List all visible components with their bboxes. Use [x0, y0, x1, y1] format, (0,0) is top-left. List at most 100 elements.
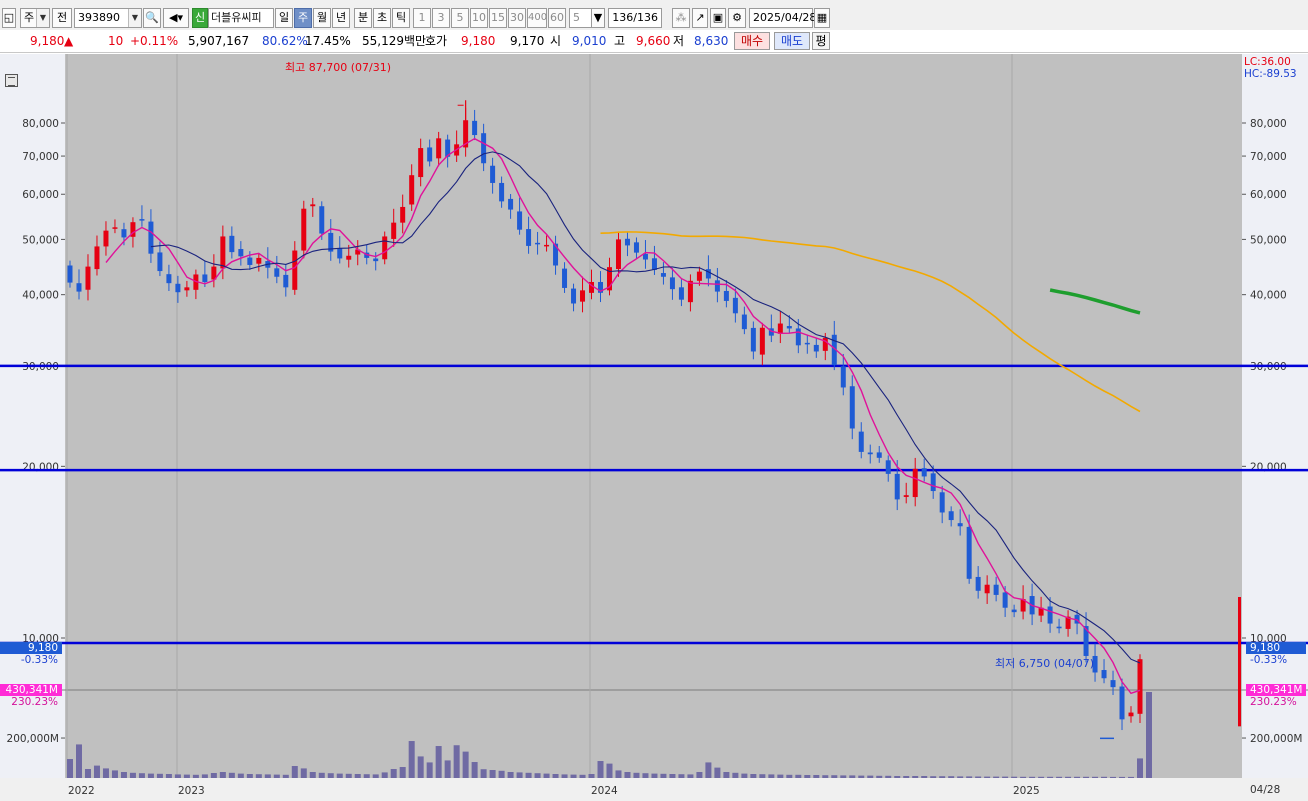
- volume-bar: [246, 774, 253, 778]
- volume-value: 5,907,167: [188, 34, 250, 48]
- candle-body: [993, 584, 999, 595]
- volume-bar: [777, 774, 784, 778]
- period-type-select[interactable]: 주 ▼: [20, 8, 50, 28]
- candle-body: [1065, 616, 1071, 629]
- y-tick-label: 80,000: [22, 118, 59, 130]
- volume-bar: [822, 775, 829, 778]
- candle-body: [418, 148, 424, 178]
- y-tick-label: 20,000: [1250, 461, 1287, 473]
- interval-400-button[interactable]: 400: [527, 8, 547, 28]
- x-axis-label: 2025: [1013, 785, 1040, 797]
- price-chart[interactable]: 2022 2023 2024 2025 10,000 10,000 20,000 20,000…: [0, 54, 1308, 801]
- gear-icon[interactable]: ⚙: [728, 8, 746, 28]
- pin-icon[interactable]: ⁂: [672, 8, 690, 28]
- volume-bar: [633, 772, 640, 778]
- high-value: 9,660: [636, 34, 671, 48]
- buy-button[interactable]: 매수: [734, 32, 770, 50]
- bar-counter-field[interactable]: 136/136: [608, 8, 662, 28]
- low-label: 저: [673, 34, 685, 48]
- period-week-button[interactable]: 주: [294, 8, 312, 28]
- volume-bar: [228, 772, 235, 778]
- volume-bar: [1083, 776, 1090, 778]
- volume-bar: [1029, 776, 1036, 778]
- volume-pane: [65, 690, 1242, 778]
- volume-bar: [543, 773, 550, 778]
- left-volume-axis: [0, 690, 65, 778]
- minute-button[interactable]: 분: [354, 8, 372, 28]
- candle-body: [885, 460, 891, 474]
- window-menu-icon[interactable]: ◱: [2, 8, 16, 28]
- volume-bar: [516, 772, 523, 778]
- volume-bar: [813, 775, 820, 778]
- chart-settings-icon[interactable]: [5, 74, 18, 87]
- volume-bar: [300, 768, 307, 778]
- candle-body: [571, 288, 577, 304]
- search-icon[interactable]: 🔍: [143, 8, 161, 28]
- interval-60-button[interactable]: 60: [548, 8, 566, 28]
- volume-bar: [354, 774, 361, 778]
- candle-body: [526, 229, 532, 246]
- volume-bar: [957, 776, 964, 778]
- candle-body: [705, 269, 711, 279]
- speaker-icon[interactable]: ◀▾: [163, 8, 189, 28]
- volume-bar: [264, 774, 271, 778]
- jeon-button[interactable]: 전: [52, 8, 72, 28]
- volume-bar: [678, 774, 685, 778]
- volume-bar: [156, 773, 163, 778]
- stock-name-field[interactable]: 더블유씨피: [208, 8, 274, 28]
- candle-body: [786, 326, 792, 329]
- ratio-2: 17.45%: [305, 34, 351, 48]
- chevron-down-icon[interactable]: ▼: [591, 8, 605, 28]
- period-year-button[interactable]: 년: [332, 8, 350, 28]
- candle-body: [750, 327, 756, 352]
- volume-bar: [408, 741, 415, 778]
- volume-bar: [831, 775, 838, 778]
- save-icon[interactable]: ▣: [710, 8, 726, 28]
- trendline-icon[interactable]: ↗: [692, 8, 708, 28]
- volume-tick-label: 200,000M: [7, 733, 59, 745]
- candle-body: [301, 208, 307, 251]
- volume-bar: [327, 773, 334, 778]
- interval-1-button[interactable]: 1: [413, 8, 431, 28]
- y-tick-label: 80,000: [1250, 118, 1287, 130]
- calendar-icon[interactable]: ▦: [814, 8, 830, 28]
- date-input[interactable]: 2025/04/28: [749, 8, 816, 28]
- volume-bar: [1110, 776, 1117, 778]
- eval-button[interactable]: 평: [812, 32, 830, 50]
- right-volume-axis: [1242, 690, 1308, 778]
- volume-bar: [480, 769, 487, 778]
- candle-body: [202, 274, 208, 282]
- volume-bar: [1145, 692, 1152, 778]
- tick-button[interactable]: 틱: [392, 8, 410, 28]
- highest-price-note: 최고 87,700 (07/31): [285, 61, 392, 74]
- volume-bar: [723, 772, 730, 778]
- hoga-sell: 9,180: [461, 34, 496, 48]
- interval-5-button[interactable]: 5: [451, 8, 469, 28]
- candle-body: [355, 249, 361, 255]
- second-button[interactable]: 초: [373, 8, 391, 28]
- stock-code-input[interactable]: 393890 ▼: [74, 8, 142, 28]
- interval-30-button[interactable]: 30: [508, 8, 526, 28]
- candle-body: [876, 452, 882, 458]
- interval-15-button[interactable]: 15: [489, 8, 507, 28]
- candle-body: [445, 139, 451, 157]
- sell-button[interactable]: 매도: [774, 32, 810, 50]
- candle-body: [930, 473, 936, 492]
- period-month-button[interactable]: 월: [313, 8, 331, 28]
- volume-bar: [120, 772, 127, 778]
- x-axis-strip: [0, 778, 1308, 801]
- x-axis-label: 2024: [591, 785, 618, 797]
- candle-body: [642, 253, 648, 260]
- candle-body: [229, 235, 235, 253]
- interval-10-button[interactable]: 10: [470, 8, 488, 28]
- interval-3-button[interactable]: 3: [432, 8, 450, 28]
- current-price-tag-right: 9,180: [1246, 642, 1306, 654]
- volume-bar: [93, 765, 100, 778]
- candle-body: [400, 206, 406, 223]
- volume-bar: [768, 774, 775, 778]
- candle-body: [481, 133, 487, 164]
- volume-bar: [1119, 776, 1126, 778]
- candle-body: [921, 468, 927, 477]
- period-day-button[interactable]: 일: [275, 8, 293, 28]
- candle-body: [975, 576, 981, 591]
